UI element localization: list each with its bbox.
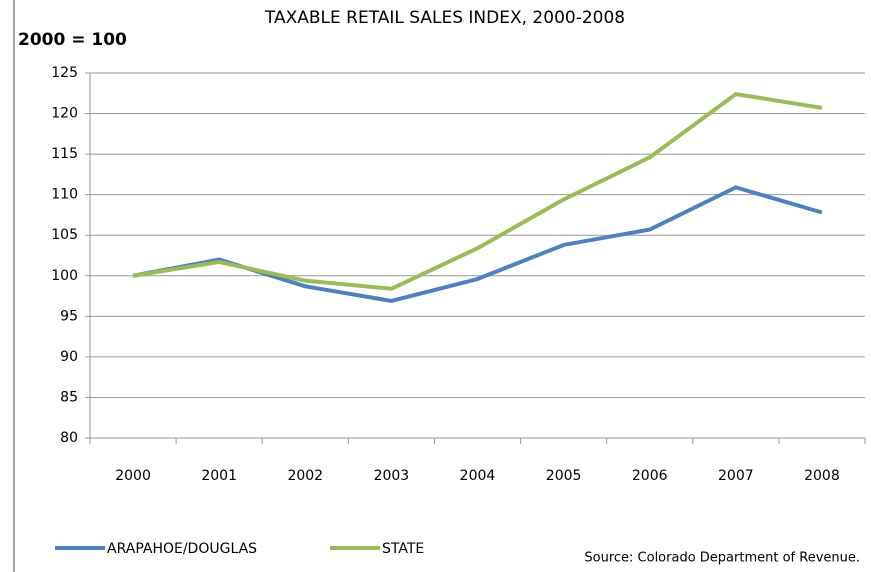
y-tick-label: 120 xyxy=(51,106,78,122)
x-tick-label: 2001 xyxy=(201,468,237,484)
y-tick-label: 125 xyxy=(51,65,78,81)
y-tick-label: 115 xyxy=(51,146,78,162)
x-tick-label: 2003 xyxy=(374,468,410,484)
x-tick-label: 2008 xyxy=(804,468,840,484)
chart-title: TAXABLE RETAIL SALES INDEX, 2000-2008 xyxy=(264,8,625,28)
legend-label: ARAPAHOE/DOUGLAS xyxy=(107,541,257,557)
y-tick-label: 95 xyxy=(60,308,78,324)
y-tick-label: 100 xyxy=(51,268,78,284)
x-tick-label: 2000 xyxy=(115,468,151,484)
data-line xyxy=(132,92,823,291)
x-tick-label: 2007 xyxy=(718,468,754,484)
x-tick-label: 2006 xyxy=(632,468,668,484)
legend-label: STATE xyxy=(382,541,424,557)
x-tick-label: 2002 xyxy=(287,468,323,484)
y-tick-label: 85 xyxy=(60,389,78,405)
y-tick-label: 105 xyxy=(51,227,78,243)
y-axis-label: 2000 = 100 xyxy=(18,30,127,50)
x-tick-label: 2004 xyxy=(460,468,496,484)
x-tick-label: 2005 xyxy=(546,468,582,484)
y-tick-label: 80 xyxy=(60,430,78,446)
data-line xyxy=(132,185,823,303)
y-tick-label: 110 xyxy=(51,187,78,203)
source-note: Source: Colorado Department of Revenue. xyxy=(584,551,860,566)
y-tick-label: 90 xyxy=(60,349,78,365)
